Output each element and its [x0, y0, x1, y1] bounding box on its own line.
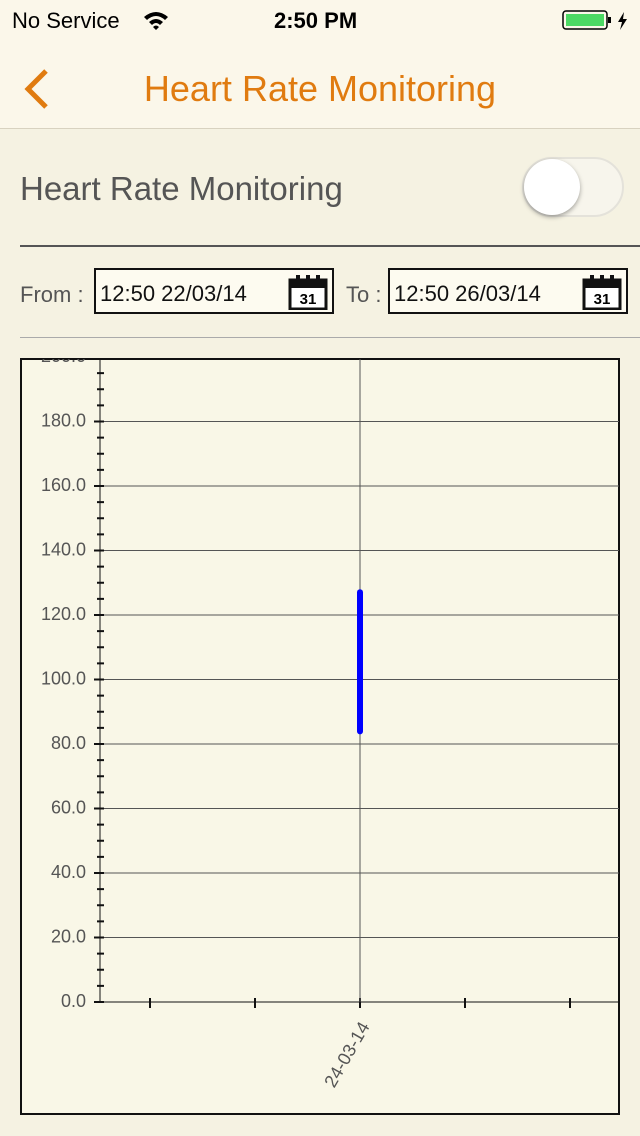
toggle-label: Heart Rate Monitoring [20, 170, 343, 207]
wifi-icon [144, 12, 168, 30]
y-tick-label: 20.0 [51, 926, 86, 946]
status-bar: No Service 2:50 PM [0, 0, 640, 40]
calendar-icon[interactable]: 31 [288, 274, 328, 310]
y-tick-label: 140.0 [41, 539, 86, 559]
battery-icon [562, 10, 627, 30]
divider [20, 245, 640, 247]
toggle-switch[interactable] [522, 157, 624, 217]
to-field[interactable]: 12:50 26/03/14 31 [388, 268, 628, 314]
nav-bar: Heart Rate Monitoring [0, 40, 640, 129]
to-value: 12:50 26/03/14 [394, 281, 541, 306]
calendar-day: 31 [594, 291, 611, 308]
y-tick-label: 40.0 [51, 862, 86, 882]
from-field[interactable]: 12:50 22/03/14 31 [94, 268, 334, 314]
calendar-day: 31 [300, 291, 317, 308]
to-label: To : [346, 282, 382, 307]
y-tick-label: 0.0 [61, 991, 86, 1011]
y-tick-label: 160.0 [41, 475, 86, 495]
nav-title: Heart Rate Monitoring [143, 68, 497, 109]
divider [20, 337, 640, 338]
range-bar [357, 589, 363, 735]
carrier: No Service [12, 8, 120, 33]
y-tick-label: 80.0 [51, 733, 86, 753]
chart-frame [20, 358, 620, 1115]
time: 2:50 PM [274, 8, 358, 33]
y-tick-label: 120.0 [41, 604, 86, 624]
calendar-icon[interactable]: 31 [582, 274, 622, 310]
y-tick-label: 60.0 [51, 797, 86, 817]
from-label: From : [20, 282, 84, 307]
y-tick-label: 180.0 [41, 410, 86, 430]
toggle-knob [524, 159, 580, 215]
y-tick-label: 100.0 [41, 668, 86, 688]
back-button[interactable] [22, 68, 52, 110]
from-value: 12:50 22/03/14 [100, 281, 247, 306]
y-tick-label: 200.0 [41, 346, 86, 366]
